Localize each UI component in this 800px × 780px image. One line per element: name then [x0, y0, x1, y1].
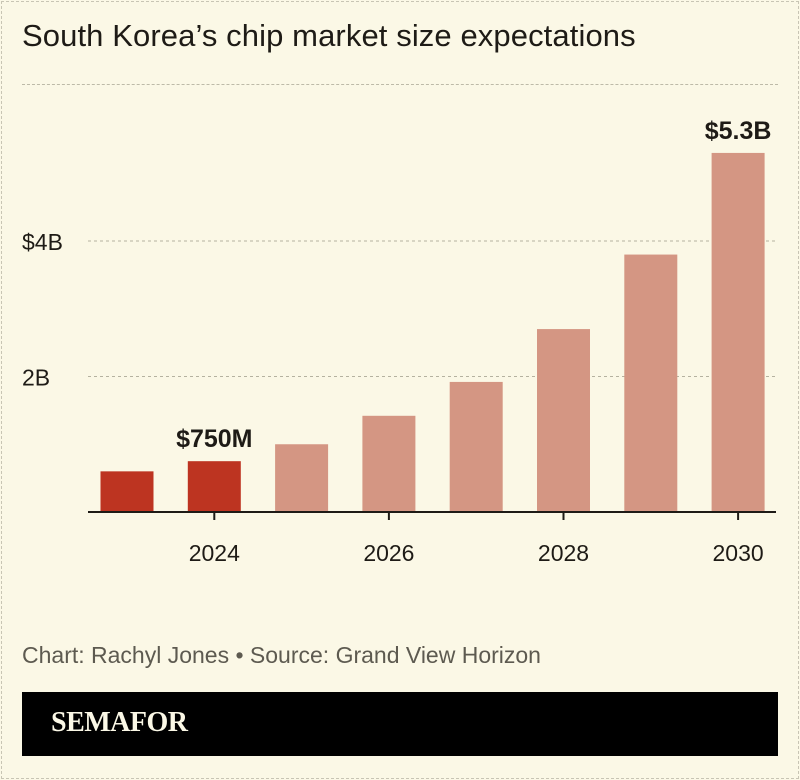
source-credit: Chart: Rachyl Jones • Source: Grand View…	[22, 642, 541, 668]
title-separator	[22, 84, 778, 85]
y-tick-label: $4B	[22, 229, 63, 255]
bar-2029	[624, 254, 678, 513]
semafor-logo: SEMAFOR	[51, 707, 188, 738]
bar-2023	[100, 471, 154, 512]
x-tick-label: 2026	[363, 540, 414, 566]
bar-2024	[187, 461, 241, 512]
bar-2027	[449, 381, 503, 512]
bar-2030	[711, 152, 765, 513]
data-label: $5.3B	[705, 117, 772, 145]
x-tick-label: 2030	[713, 540, 764, 566]
brand-bar: SEMAFOR	[22, 692, 778, 756]
x-tick-label: 2024	[189, 540, 240, 566]
data-label: $750M	[176, 425, 252, 453]
bar-2028	[537, 329, 590, 512]
x-tick-label: 2028	[538, 540, 589, 566]
bar-2025	[275, 444, 329, 512]
bar-chart: 2B $4B 2024 2026 2028 2030 $750M $5.3B	[22, 117, 776, 566]
chart-title: South Korea’s chip market size expectati…	[22, 18, 636, 53]
bar-2026	[362, 415, 416, 512]
y-tick-label: 2B	[22, 365, 50, 391]
